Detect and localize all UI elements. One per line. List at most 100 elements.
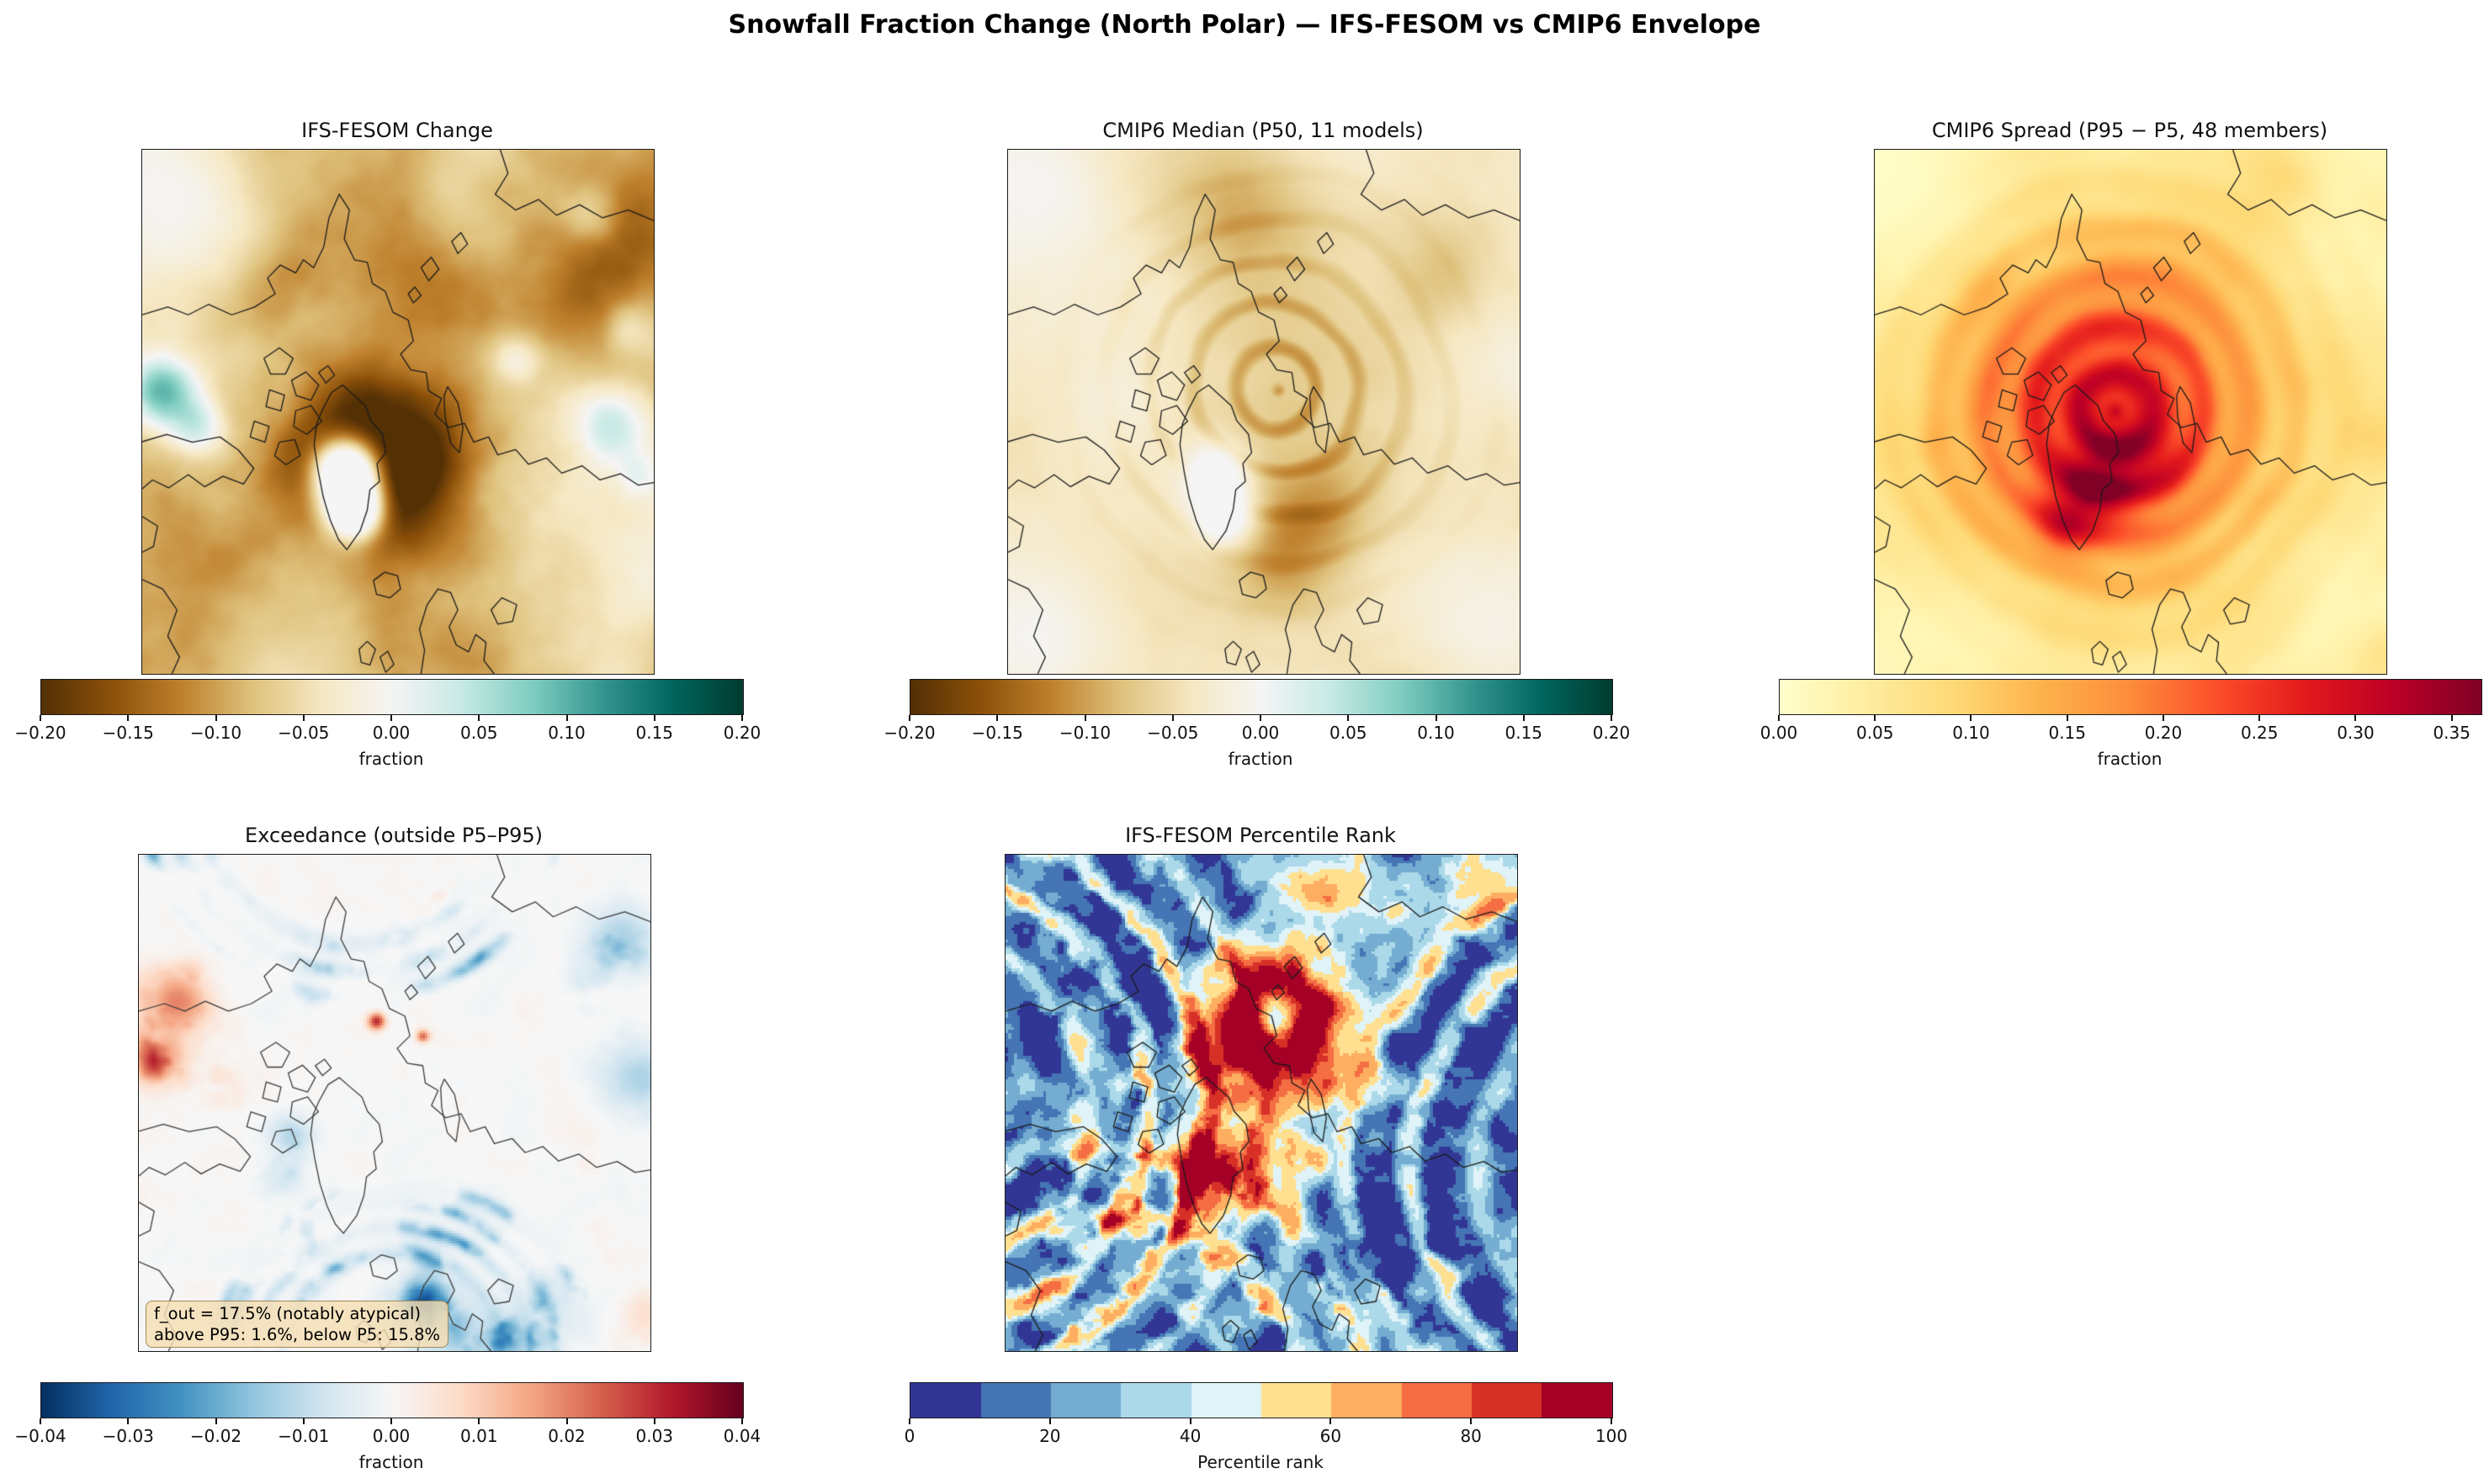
colorbar-tick-label: 20	[1039, 1426, 1061, 1446]
colorbar-tick	[1611, 715, 1612, 721]
colorbar-tick	[215, 1418, 217, 1424]
colorbar-tick-label: 0.04	[723, 1426, 762, 1446]
colorbar-tick-label: −0.15	[102, 723, 154, 743]
colorbar-tick-label: 0.15	[635, 723, 674, 743]
colorbar-tick-label: 0	[904, 1426, 915, 1446]
colorbar-tick-label: 0.10	[1952, 723, 1990, 743]
colorbar-tick-label: 0.20	[2144, 723, 2183, 743]
ifs-fesom-change-map	[141, 149, 655, 675]
colorbar-gradient	[40, 679, 744, 715]
colorbar-tick	[2450, 715, 2453, 721]
colorbar-gradient	[40, 1382, 744, 1418]
colorbar-cmip6-spread: 0.00 0.05 0.10 0.15 0.20 0.25 0.30 0.35 fractio…	[1760, 679, 2482, 769]
annotation-line-1: f_out = 17.5% (notably atypical)	[154, 1304, 422, 1323]
colorbar-tick-label: −0.20	[884, 723, 936, 743]
colorbar-tick-label: 0.00	[1241, 723, 1280, 743]
panel-cmip6-median: CMIP6 Median (P50, 11 models)	[1007, 118, 1520, 675]
colorbar-tick	[1522, 715, 1525, 721]
panel-exceedance: Exceedance (outside P5–P95) f_out = 17.5…	[138, 823, 651, 1352]
colorbar-tick	[1048, 1418, 1051, 1424]
panel-cmip6-spread: CMIP6 Spread (P95 − P5, 48 members)	[1874, 118, 2387, 675]
colorbar-label: fraction	[2097, 749, 2163, 769]
colorbar-tick	[996, 715, 999, 721]
colorbar-tick-label: 0.20	[723, 723, 762, 743]
colorbar-tick	[302, 715, 305, 721]
colorbar-tick	[478, 1418, 480, 1424]
colorbar-tick-label: 0.03	[635, 1426, 674, 1446]
colorbar-tick-label: 0.05	[459, 723, 498, 743]
colorbar-tick-label: −0.10	[189, 723, 242, 743]
colorbar-tick	[2354, 715, 2357, 721]
colorbar-tick	[2162, 715, 2164, 721]
colorbar-label: fraction	[358, 1452, 424, 1472]
colorbar-tick-label: 0.05	[1329, 723, 1367, 743]
colorbar-tick	[478, 715, 480, 721]
colorbar-tick-label: 0.00	[372, 723, 411, 743]
colorbar-label: Percentile rank	[1197, 1452, 1324, 1472]
colorbar-percentile-rank: 0 20 40 60 80 100 Percentile rank	[905, 1382, 1627, 1472]
colorbar-tick-label: 80	[1460, 1426, 1482, 1446]
colorbar-tick-label: 0.02	[548, 1426, 586, 1446]
colorbar-tick	[1171, 715, 1174, 721]
colorbar-gradient	[910, 1382, 1613, 1418]
colorbar-tick-label: −0.10	[1059, 723, 1112, 743]
colorbar-tick	[1435, 715, 1437, 721]
colorbar-tick	[127, 715, 130, 721]
colorbar-ticks: −0.04 −0.03 −0.02 −0.01 0.00 0.01 0.02 0.03 0.04	[14, 1418, 761, 1452]
colorbar-tick-label: −0.05	[1147, 723, 1199, 743]
colorbar-tick-label: 60	[1319, 1426, 1342, 1446]
colorbar-ticks: −0.20 −0.15 −0.10 −0.05 0.00 0.05 0.10 0.15 0.20	[14, 715, 761, 749]
colorbar-tick	[2258, 715, 2261, 721]
colorbar-tick	[40, 715, 41, 721]
colorbar-label: fraction	[1228, 749, 1293, 769]
colorbar-tick-label: −0.05	[278, 723, 330, 743]
colorbar-tick-label: −0.02	[189, 1426, 242, 1446]
colorbar-tick-label: 0.01	[459, 1426, 498, 1446]
colorbar-tick-label: −0.04	[14, 1426, 66, 1446]
colorbar-tick-label: −0.15	[971, 723, 1023, 743]
colorbar-tick	[1260, 715, 1261, 721]
colorbar-tick-label: 0.10	[1417, 723, 1455, 743]
colorbar-tick	[909, 1418, 910, 1424]
colorbar-ticks: −0.20 −0.15 −0.10 −0.05 0.00 0.05 0.10 0.15 0.20	[884, 715, 1630, 749]
panel-title: IFS-FESOM Percentile Rank	[1125, 824, 1396, 847]
colorbar-tick-label: −0.20	[14, 723, 66, 743]
colorbar-ticks: 0 20 40 60 80 100	[905, 1418, 1627, 1452]
colorbar-tick-label: 0.30	[2337, 723, 2375, 743]
cmip6-spread-map	[1874, 149, 2387, 675]
colorbar-tick	[1084, 715, 1086, 721]
colorbar-ticks: 0.00 0.05 0.10 0.15 0.20 0.25 0.30 0.35	[1760, 715, 2481, 749]
colorbar-tick	[909, 715, 910, 721]
colorbar-tick	[653, 715, 655, 721]
colorbar-tick-label: 0.25	[2240, 723, 2279, 743]
panel-ifs-fesom-change: IFS-FESOM Change	[141, 118, 655, 675]
colorbar-cmip6-median: −0.20 −0.15 −0.10 −0.05 0.00 0.05 0.10 0.15 0.20…	[884, 679, 1630, 769]
colorbar-tick-label: 0.35	[2433, 723, 2470, 743]
colorbar-tick	[1470, 1418, 1473, 1424]
colorbar-tick	[741, 715, 743, 721]
colorbar-tick	[1778, 715, 1780, 721]
cmip6-median-map	[1007, 149, 1520, 675]
exceedance-map	[138, 854, 651, 1352]
colorbar-tick	[2066, 715, 2068, 721]
colorbar-tick-label: 40	[1179, 1426, 1202, 1446]
colorbar-tick	[565, 715, 568, 721]
colorbar-tick	[1874, 715, 1876, 721]
figure-title: Snowfall Fraction Change (North Polar) —…	[728, 10, 1761, 40]
colorbar-exceedance: −0.04 −0.03 −0.02 −0.01 0.00 0.01 0.02 0.03 0.04…	[14, 1382, 761, 1472]
colorbar-tick	[1611, 1418, 1612, 1424]
colorbar-tick	[40, 1418, 41, 1424]
colorbar-tick	[653, 1418, 655, 1424]
colorbar-tick	[390, 1418, 392, 1424]
colorbar-tick	[127, 1418, 130, 1424]
colorbar-tick	[741, 1418, 743, 1424]
annotation-line-2: above P95: 1.6%, below P5: 15.8%	[154, 1325, 441, 1344]
colorbar-tick-label: 0.20	[1592, 723, 1631, 743]
colorbar-label: fraction	[358, 749, 424, 769]
colorbar-ifs-fesom-change: −0.20 −0.15 −0.10 −0.05 0.00 0.05 0.10 0.15 0.20…	[14, 679, 761, 769]
colorbar-tick	[215, 715, 217, 721]
colorbar-tick-label: 0.00	[372, 1426, 411, 1446]
colorbar-tick-label: −0.01	[278, 1426, 330, 1446]
